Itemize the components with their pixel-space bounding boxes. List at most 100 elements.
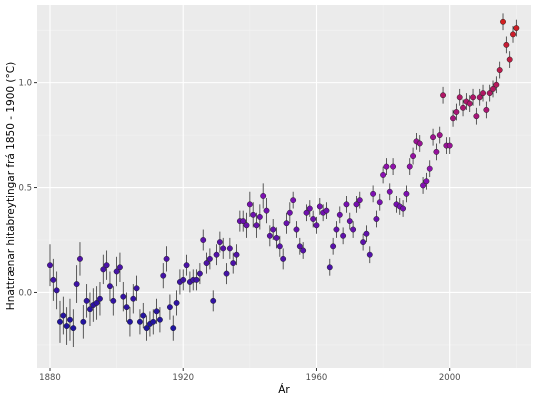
data-point (213, 251, 220, 258)
data-point (480, 90, 486, 97)
data-point (243, 222, 250, 229)
data-point (510, 31, 516, 38)
data-point (97, 295, 103, 302)
data-point (293, 226, 300, 233)
data-point (470, 94, 476, 101)
data-point (196, 270, 203, 277)
y-tick-label: 0.5 (18, 184, 32, 194)
data-point (400, 205, 407, 212)
data-point (483, 106, 490, 113)
data-point (130, 295, 137, 302)
data-point (403, 190, 410, 197)
data-point (440, 92, 447, 99)
data-point (493, 81, 500, 88)
data-points (47, 18, 520, 332)
data-point (143, 325, 150, 332)
data-point (303, 209, 310, 216)
data-point (513, 25, 520, 32)
data-point (136, 318, 143, 325)
data-point (386, 188, 393, 195)
data-point (306, 205, 313, 212)
data-point (343, 201, 350, 208)
data-point (103, 262, 110, 269)
data-point (416, 140, 423, 147)
data-point (460, 104, 466, 111)
data-point (346, 218, 353, 225)
data-point (166, 304, 173, 311)
data-point (296, 243, 303, 250)
data-point (233, 251, 240, 258)
data-point (273, 234, 280, 241)
data-point (57, 318, 63, 325)
data-point (160, 272, 167, 279)
data-point (476, 94, 483, 101)
data-point (466, 100, 473, 107)
data-point (290, 197, 297, 204)
data-point (77, 255, 83, 262)
y-tick-label: 0.0 (18, 288, 32, 298)
data-point (276, 243, 283, 250)
y-axis-title: Hnattrænar hitabreytingar frá 1850 - 190… (5, 62, 17, 310)
data-point (210, 297, 217, 304)
data-point (223, 270, 230, 277)
data-point (283, 220, 290, 227)
data-point (123, 304, 130, 311)
data-point (140, 312, 147, 319)
data-point (180, 276, 187, 283)
data-point (126, 318, 133, 325)
data-point (200, 237, 207, 243)
data-point (100, 266, 107, 273)
data-point (373, 216, 380, 222)
data-point (113, 268, 120, 275)
data-point (73, 281, 80, 288)
data-point (433, 148, 440, 155)
data-point (430, 134, 437, 141)
data-point (390, 163, 397, 170)
data-point (420, 182, 427, 189)
x-tick-label: 1920 (172, 373, 194, 383)
data-point (496, 67, 503, 73)
data-point (87, 306, 93, 313)
data-point (340, 232, 347, 239)
data-point (83, 297, 90, 304)
data-point (313, 222, 320, 229)
y-axis-ticks: 0.0 0.5 1.0 (18, 79, 37, 298)
x-tick-label: 1880 (39, 373, 61, 383)
data-point (240, 218, 247, 225)
y-tick-label: 1.0 (18, 79, 32, 89)
data-point (216, 239, 223, 246)
data-point (453, 109, 460, 115)
plot-panel (37, 5, 531, 368)
data-point (333, 226, 340, 233)
data-point (107, 283, 113, 290)
data-point (450, 115, 457, 122)
x-tick-label: 1960 (306, 373, 328, 383)
data-point (360, 239, 367, 246)
data-point (380, 172, 387, 178)
data-point (163, 255, 170, 262)
data-point (230, 260, 237, 267)
data-point (350, 226, 357, 233)
data-point (473, 113, 480, 120)
data-point (53, 287, 60, 294)
data-point (63, 323, 70, 329)
data-point (133, 285, 140, 292)
data-point (150, 318, 157, 325)
data-point (226, 245, 233, 252)
data-point (286, 209, 293, 216)
data-point (120, 293, 127, 300)
data-point (47, 262, 53, 269)
data-point (370, 190, 377, 197)
data-point (366, 251, 373, 258)
data-point (270, 226, 277, 233)
data-point (310, 216, 317, 222)
data-point (80, 318, 87, 325)
data-point (500, 18, 506, 25)
data-point (486, 90, 493, 97)
x-axis-title: Ár (278, 383, 290, 396)
x-tick-label: 2000 (439, 373, 461, 383)
data-point (446, 142, 453, 149)
data-point (170, 325, 177, 332)
data-point (250, 211, 257, 218)
